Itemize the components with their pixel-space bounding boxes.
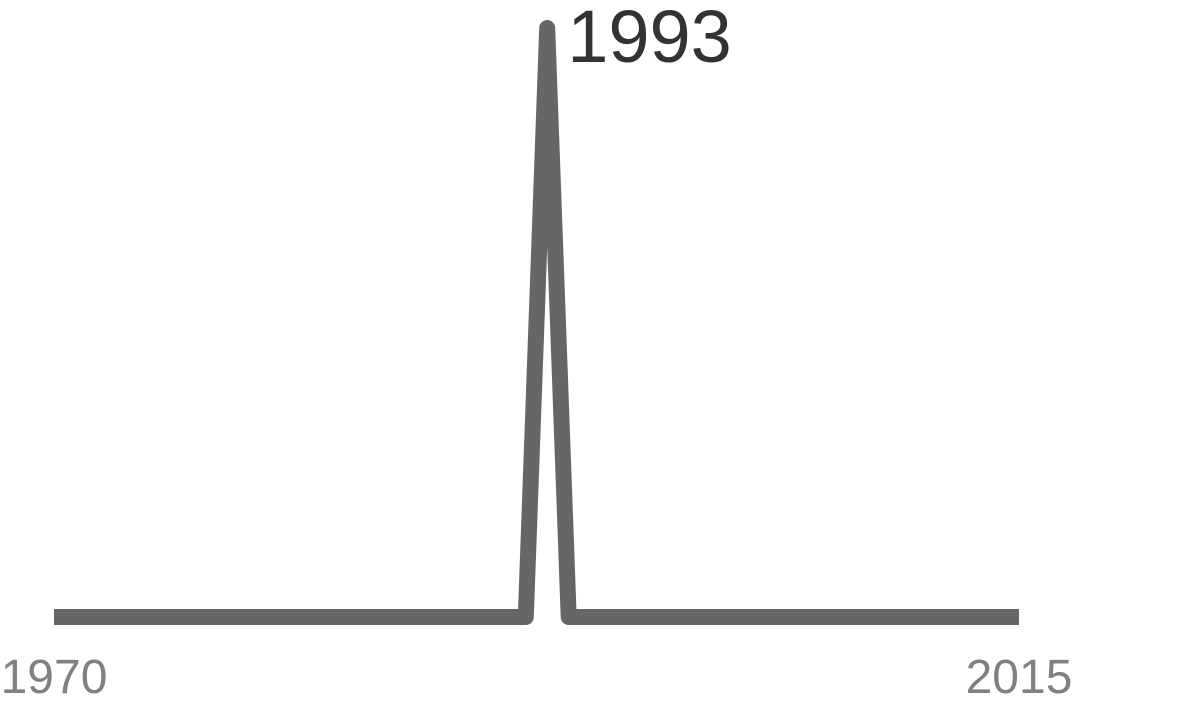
- x-tick-label-start: 1970: [1, 651, 108, 704]
- peak-annotation-label: 1993: [567, 0, 732, 78]
- x-tick-label-end: 2015: [966, 651, 1073, 704]
- series-line: [54, 20, 1019, 625]
